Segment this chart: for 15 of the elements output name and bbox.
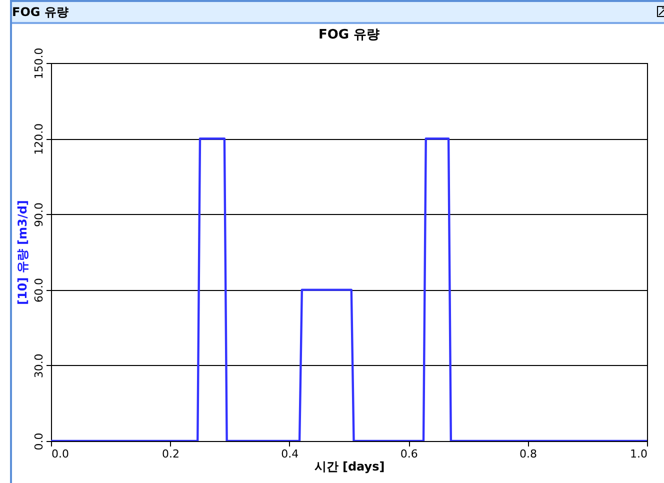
x-tick-label: 1.0 [630,448,648,460]
chart-title: FOG 유량 [318,27,380,42]
y-tick-label: 30.0 [32,354,46,378]
x-axis-title: 시간 [days] [314,460,385,474]
y-tick-label: 60.0 [32,278,46,303]
x-tick-label: 0.6 [400,448,418,460]
x-tick-label: 0.0 [52,448,69,460]
y-tick-label: 150.0 [32,48,46,80]
y-axis-title: [10] 유량 [m3/d] [16,200,30,305]
text: FOG 유량 [12,4,68,21]
x-tick-label: 0.4 [281,448,299,460]
y-tick-label: 90.0 [32,202,46,227]
x-tick-label: 0.8 [520,448,538,460]
y-tick-label: 120.0 [32,123,46,155]
x-tick-label: 0.2 [162,448,180,460]
